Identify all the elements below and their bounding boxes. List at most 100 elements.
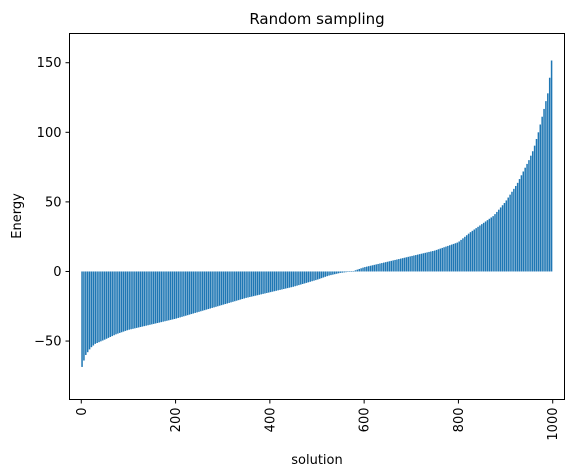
bar (139, 271, 142, 328)
bar (367, 266, 370, 272)
bar (381, 263, 383, 272)
bar (267, 271, 270, 293)
bar (539, 124, 542, 272)
bar (119, 271, 121, 333)
bar (290, 271, 293, 288)
x-tick-label: 400 (263, 408, 278, 433)
bar (222, 271, 225, 305)
bar (458, 241, 460, 272)
x-tick-label: 600 (358, 408, 373, 433)
bar (413, 255, 415, 272)
bar (220, 271, 223, 306)
bar (207, 271, 210, 310)
bar (388, 261, 391, 272)
bar (164, 271, 166, 322)
bar (484, 221, 487, 272)
bar (298, 271, 300, 286)
bar (471, 230, 474, 272)
bar (226, 271, 228, 304)
bar (151, 271, 153, 325)
x-tick-label: 200 (169, 408, 184, 433)
bar (296, 271, 298, 286)
bar (185, 271, 187, 316)
bar (356, 269, 359, 272)
bar (200, 271, 202, 312)
bar (450, 244, 453, 272)
bar (526, 163, 528, 272)
bar (399, 258, 402, 272)
bar (286, 271, 289, 289)
bar (294, 271, 296, 287)
bar (501, 205, 504, 272)
bar (326, 271, 328, 277)
bar (409, 256, 411, 272)
bar (149, 271, 151, 325)
bar (109, 271, 112, 337)
bar (496, 211, 498, 272)
bar (94, 271, 96, 344)
bar (156, 271, 159, 324)
bar (249, 271, 251, 298)
bar (145, 271, 147, 326)
bar (533, 145, 536, 272)
bar (488, 218, 491, 272)
bar (115, 271, 117, 335)
bar (113, 271, 115, 336)
y-tick-label: 0 (53, 265, 61, 280)
bar (234, 271, 236, 302)
bar (117, 271, 119, 334)
bar (335, 271, 338, 274)
bar (160, 271, 162, 323)
bar (122, 271, 125, 332)
bar (284, 271, 287, 289)
bar (130, 271, 132, 330)
bar (162, 271, 164, 322)
bar (354, 270, 357, 272)
bar (135, 271, 138, 328)
bar (520, 175, 523, 272)
bar (203, 271, 206, 311)
bar (179, 271, 181, 318)
bar (269, 271, 272, 293)
bar (333, 271, 336, 275)
bar (509, 194, 511, 272)
bar (513, 188, 515, 272)
bar (243, 271, 245, 299)
bar (211, 271, 213, 308)
bar (401, 258, 404, 272)
bar (547, 93, 549, 272)
bar (137, 271, 140, 328)
y-tick-label: −50 (34, 335, 61, 350)
y-tick-label: 150 (37, 56, 62, 71)
bar (492, 216, 494, 272)
bar (313, 271, 315, 281)
bar (383, 262, 385, 272)
bar (518, 179, 521, 272)
bar (531, 151, 534, 272)
bar (411, 255, 413, 272)
bar (120, 271, 123, 333)
bar (188, 271, 191, 315)
bar (273, 271, 276, 292)
bar (490, 217, 492, 272)
bar (301, 271, 304, 284)
bar (545, 101, 547, 272)
bar (503, 203, 506, 272)
bar (85, 271, 87, 355)
bar (377, 263, 379, 272)
bar (369, 265, 372, 272)
bar-series (81, 60, 553, 367)
bar (424, 252, 426, 272)
bar (437, 249, 440, 272)
bar (454, 243, 457, 272)
bar (105, 271, 108, 339)
bar (96, 271, 98, 343)
bar (90, 271, 93, 348)
bar (439, 248, 442, 272)
bar (460, 239, 462, 272)
bar (347, 271, 349, 272)
x-tick-label: 1000 (546, 408, 561, 441)
bar (111, 271, 113, 337)
bar (371, 265, 374, 272)
bar (305, 271, 308, 283)
